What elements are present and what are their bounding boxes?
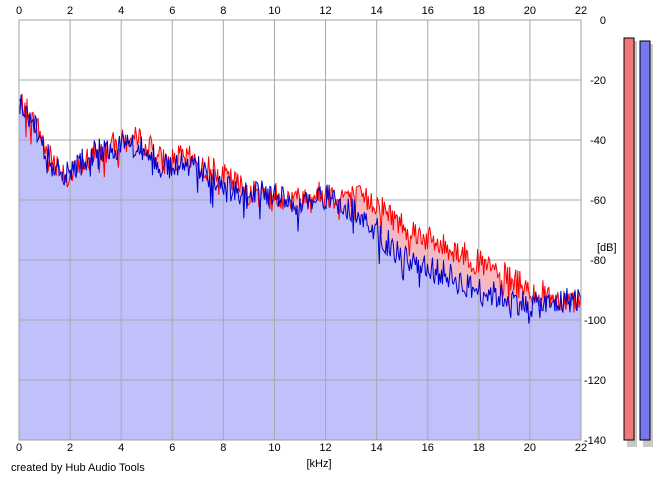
x-tick-label-bottom: 8 [220,442,226,454]
y-tick-label: -140 [584,435,606,447]
y-tick-label: -60 [590,195,606,207]
x-tick-label-bottom: 20 [524,442,536,454]
level-meter-bar [623,37,635,441]
x-tick-label-bottom: 18 [473,442,485,454]
x-tick-label-top: 8 [220,5,226,17]
level-meter-bar [639,40,651,441]
x-tick-label-top: 10 [268,5,280,17]
y-axis-label: [dB] [597,242,617,254]
plot-frame [18,19,582,441]
y-tick-label: -120 [584,375,606,387]
level-meters [623,37,653,447]
x-tick-label-top: 4 [118,5,124,17]
series-line-1 [18,94,582,324]
x-tick-label-top: 2 [67,5,73,17]
credit-text: created by Hub Audio Tools [11,462,145,474]
x-axis-label: [kHz] [306,458,331,470]
x-tick-label-bottom: 6 [169,442,175,454]
y-tick-label: -40 [590,135,606,147]
x-tick-label-bottom: 22 [575,442,587,454]
x-tick-label-bottom: 2 [67,442,73,454]
spectrum-lines [18,93,582,324]
y-tick-label: -100 [584,315,606,327]
series-area-1 [19,94,581,441]
x-tick-label-top: 18 [473,5,485,17]
x-tick-label-top: 14 [371,5,383,17]
x-tick-label-bottom: 10 [268,442,280,454]
x-tick-label-top: 0 [16,5,22,17]
y-tick-label: -80 [590,255,606,267]
spectrum-areas [19,93,581,441]
x-tick-label-top: 20 [524,5,536,17]
x-tick-label-top: 22 [575,5,587,17]
x-tick-label-bottom: 4 [118,442,124,454]
y-tick-label: 0 [600,15,606,27]
x-tick-label-top: 16 [422,5,434,17]
x-tick-label-bottom: 14 [371,442,383,454]
y-tick-labels: 0 -20 -40 -60 -80 -100 -120 -140 [584,15,606,447]
x-tick-label-bottom: 16 [422,442,434,454]
x-tick-label-top: 6 [169,5,175,17]
x-tick-label-bottom: 0 [16,442,22,454]
y-tick-label: -20 [590,75,606,87]
x-tick-label-bottom: 12 [319,442,331,454]
x-tick-label-top: 12 [319,5,331,17]
